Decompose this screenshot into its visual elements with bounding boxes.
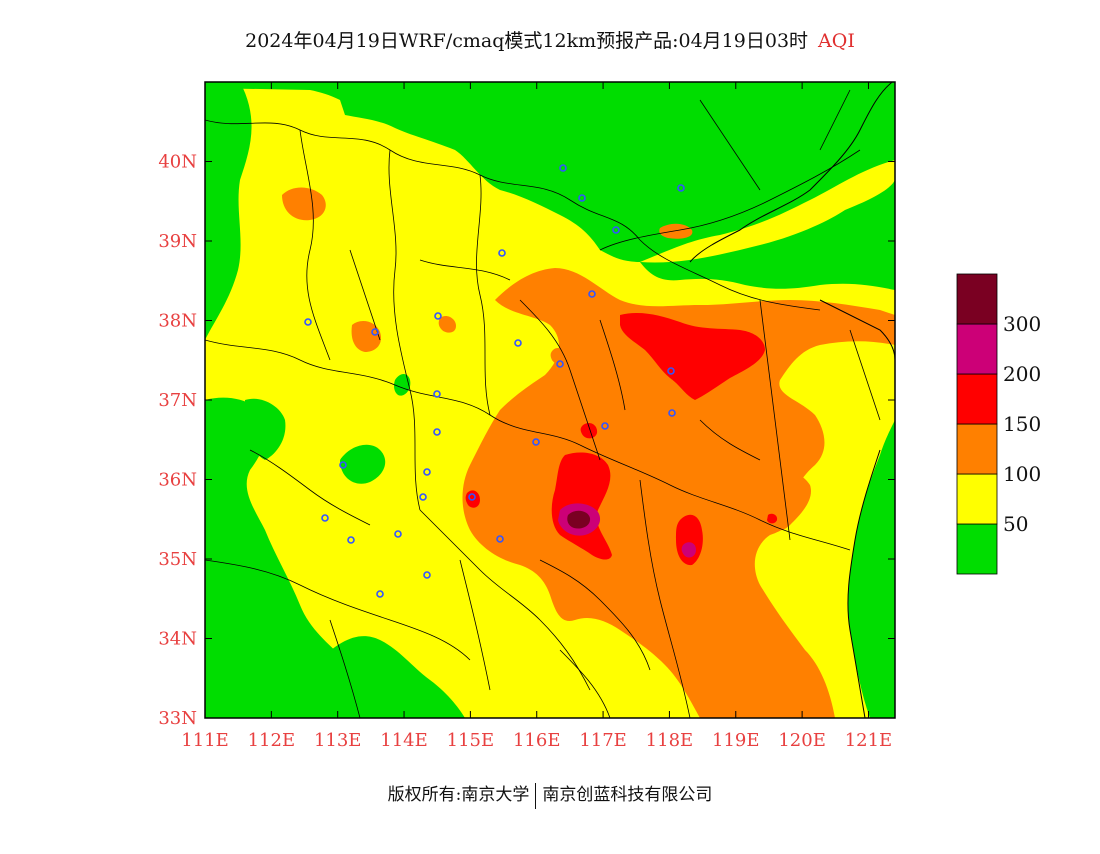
aqi-band-good-east (847, 420, 895, 718)
longitude-label: 113E (314, 730, 362, 751)
aqi-band-good-north (205, 82, 895, 262)
city-marker (423, 571, 431, 579)
longitude-axis: 111E 112E 113E 114E 115E 116E 117E 118E 119E 120E… (181, 82, 892, 751)
longitude-label: 119E (712, 730, 760, 751)
city-marker (496, 535, 504, 543)
aqi-band-unhealthy-se (767, 513, 778, 524)
legend-label: 200 (1003, 362, 1041, 386)
city-marker (434, 312, 442, 320)
legend-swatch (956, 373, 998, 425)
latitude-label: 40N (158, 152, 197, 173)
aqi-band-good-northeast (640, 180, 895, 290)
legend-label: 100 (1003, 462, 1041, 486)
legend-swatch (956, 523, 998, 575)
city-marker (371, 328, 379, 336)
aqi-band-good-center1 (340, 444, 386, 484)
city-marker (321, 514, 329, 522)
city-marker (667, 367, 675, 375)
aqi-band-unhealthy-n (580, 422, 598, 439)
aqi-band-very-unhealthy-e (681, 542, 696, 558)
city-marker (394, 530, 402, 538)
city-marker (612, 226, 620, 234)
aqi-band-unhealthy-ne (620, 312, 765, 400)
aqi-band-usg-nw-spot (282, 187, 326, 221)
city-marker (514, 339, 522, 347)
latitude-label: 39N (158, 231, 197, 252)
copyright-footer: 版权所有:南京大学 南京创蓝科技有限公司 (0, 780, 1100, 809)
city-marker (532, 438, 540, 446)
aqi-band-good-west3 (245, 398, 286, 460)
city-marker (578, 194, 586, 202)
latitude-label: 36N (158, 470, 197, 491)
longitude-label: 114E (380, 730, 428, 751)
legend-swatch (956, 423, 998, 475)
longitude-label: 115E (447, 730, 495, 751)
aqi-band-good-west2 (205, 397, 380, 718)
latitude-label: 34N (158, 629, 197, 650)
longitude-label: 118E (646, 730, 694, 751)
city-marker (433, 428, 441, 436)
longitude-label: 120E (778, 730, 826, 751)
city-marker (339, 461, 347, 469)
city-marker (423, 468, 431, 476)
latitude-label: 37N (158, 390, 197, 411)
legend-swatch (956, 273, 998, 325)
title-main: 2024年04月19日WRF/cmaq模式12km预报产品:04月19日03时 (245, 30, 809, 52)
longitude-label: 111E (181, 730, 229, 751)
latitude-label: 38N (158, 311, 197, 332)
city-marker (419, 493, 427, 501)
city-marker (468, 493, 476, 501)
city-marker (668, 409, 676, 417)
latitude-label: 33N (158, 708, 197, 729)
map-title: 2024年04月19日WRF/cmaq模式12km预报产品:04月19日03时 A… (0, 26, 1100, 53)
aqi-field (205, 82, 895, 718)
city-marker (559, 164, 567, 172)
legend-swatch (956, 473, 998, 525)
legend-swatch (956, 323, 998, 375)
latitude-axis: 33N 34N 35N 36N 37N 38N 39N 40N (158, 152, 895, 729)
city-markers (304, 164, 685, 598)
latitude-label: 35N (158, 549, 197, 570)
longitude-label: 116E (513, 730, 561, 751)
aqi-legend: 50 100 150 200 300 (956, 273, 1041, 575)
coastline (689, 82, 895, 718)
city-marker (433, 390, 441, 398)
city-marker (347, 536, 355, 544)
footer-left: 版权所有:南京大学 (387, 785, 530, 805)
footer-separator (535, 782, 537, 809)
aqi-band-usg-w-spot2 (438, 315, 456, 333)
legend-label: 150 (1003, 412, 1041, 436)
title-variable: AQI (818, 30, 855, 52)
aqi-band-usg-w-spot3 (550, 347, 566, 364)
legend-label: 300 (1003, 312, 1041, 336)
aqi-band-good-west (205, 82, 252, 340)
city-marker (601, 422, 609, 430)
aqi-band-good-south (310, 636, 465, 718)
aqi-band-usg-ne-spot (659, 223, 693, 239)
city-marker (588, 290, 596, 298)
aqi-band-hazardous (567, 510, 591, 529)
city-marker (556, 360, 564, 368)
city-marker (498, 249, 506, 257)
longitude-label: 121E (845, 730, 893, 751)
aqi-band-good-center2 (394, 374, 411, 396)
boundary-lines (205, 89, 881, 718)
city-marker (376, 590, 384, 598)
longitude-label: 112E (248, 730, 296, 751)
city-marker (677, 184, 685, 192)
city-marker (304, 318, 312, 326)
aqi-band-usg-main (462, 268, 895, 718)
longitude-label: 117E (579, 730, 627, 751)
legend-label: 50 (1003, 512, 1028, 536)
footer-right: 南京创蓝科技有限公司 (542, 785, 713, 805)
